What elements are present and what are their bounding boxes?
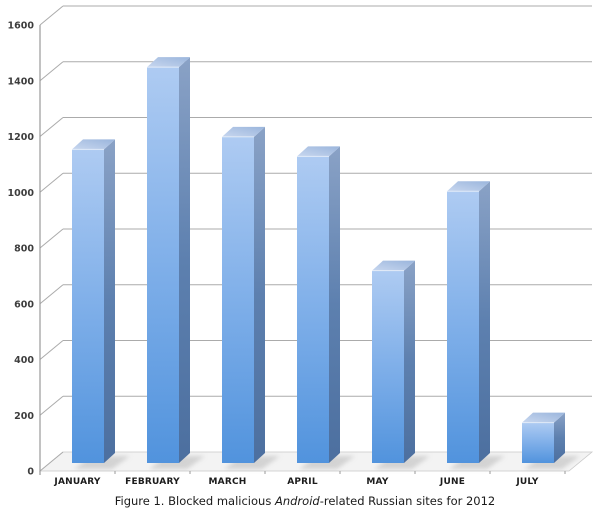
bar-side-face (179, 57, 190, 464)
y-axis-label-800: 800 (14, 244, 34, 255)
bar-side-face (329, 146, 340, 463)
bar-side-face (554, 412, 565, 463)
bar-front-face (522, 422, 554, 463)
y-axis-label-0: 0 (27, 467, 34, 478)
figure-caption: Figure 1. Blocked malicious Android-rela… (40, 494, 570, 508)
bar-may (372, 260, 415, 463)
x-axis-label-july: JULY (515, 477, 539, 487)
bar-front-face (372, 270, 404, 463)
y-axis-label-1000: 1000 (8, 188, 35, 199)
y-axis-label-1600: 1600 (8, 21, 35, 32)
bar-march (222, 126, 265, 464)
bar-side-face (479, 181, 490, 463)
ytick-800 (39, 228, 64, 249)
bar-front-face (297, 156, 329, 463)
caption-prefix: Figure 1. Blocked malicious (114, 494, 275, 508)
ytick-1400 (39, 61, 64, 82)
bar-july (522, 412, 565, 463)
ytick-1200 (39, 117, 64, 137)
bar-top-face (222, 126, 265, 137)
y-axis-label-600: 600 (14, 299, 34, 310)
bar-top-face (372, 260, 415, 271)
bar-side-face (404, 260, 415, 463)
bar-top-face (147, 57, 190, 68)
bar-side-face (254, 126, 265, 464)
ytick-1600 (39, 5, 64, 26)
x-axis-label-june: JUNE (439, 477, 465, 487)
ytick-1000 (39, 172, 64, 193)
bar-top-face (297, 146, 340, 157)
y-axis-label-200: 200 (14, 411, 34, 422)
bar-front-face (147, 67, 179, 464)
y-axis-label-400: 400 (14, 355, 34, 366)
caption-suffix: -related Russian sites for 2012 (319, 494, 496, 508)
bar-january (72, 139, 115, 463)
x-axis-label-march: MARCH (209, 477, 247, 487)
x-axis-label-april: APRIL (287, 477, 318, 487)
bar-february (147, 57, 190, 464)
bar-top-face (72, 139, 115, 150)
ytick-0 (39, 451, 64, 472)
bar-front-face (447, 191, 479, 463)
ytick-400 (39, 340, 64, 360)
y-axis-label-1400: 1400 (8, 76, 35, 87)
bar-front-face (222, 136, 254, 464)
bar-june (447, 181, 490, 463)
ytick-600 (39, 284, 64, 305)
x-axis-label-february: FEBRUARY (125, 477, 180, 487)
x-axis-label-january: JANUARY (53, 477, 100, 487)
bar-april (297, 146, 340, 463)
bar-front-face (72, 149, 104, 463)
caption-android-italic: Android (274, 494, 320, 508)
bar-top-face (447, 181, 490, 192)
bar-top-face (522, 412, 565, 423)
bar-side-face (104, 139, 115, 463)
ytick-200 (39, 395, 64, 416)
x-axis-label-may: MAY (366, 477, 388, 487)
y-axis-label-1200: 1200 (8, 132, 35, 143)
